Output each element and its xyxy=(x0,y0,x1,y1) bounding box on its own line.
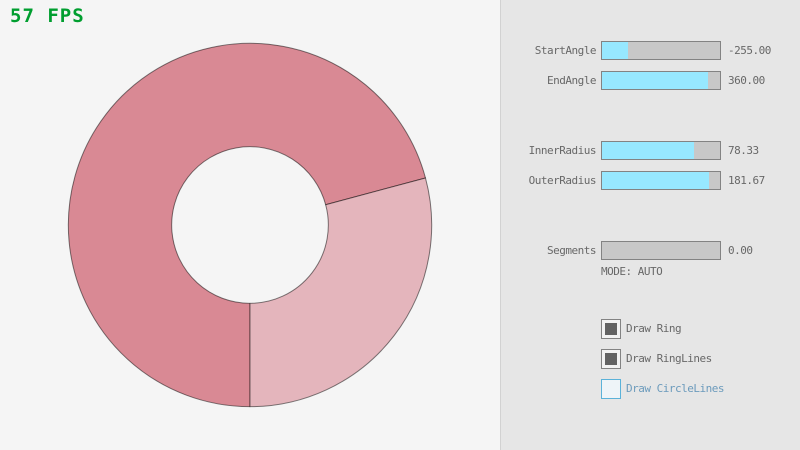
ring-segment-double-pass xyxy=(67,42,427,408)
segments-value: 0.00 xyxy=(728,244,753,257)
draw-ringlines-checkmark xyxy=(605,353,617,365)
controls-panel: StartAngle -255.00 EndAngle 360.00 Inner… xyxy=(500,0,800,450)
outerradius-slider-fill xyxy=(602,172,710,189)
slider-row-endangle: EndAngle 360.00 xyxy=(501,71,800,90)
segments-slider[interactable] xyxy=(601,241,721,260)
startangle-slider-fill xyxy=(602,42,628,59)
ring-segment-single-pass xyxy=(249,177,433,408)
startangle-slider[interactable] xyxy=(601,41,721,60)
slider-row-innerradius: InnerRadius 78.33 xyxy=(501,141,800,160)
checkbox-row-draw-ring: Draw Ring xyxy=(501,319,800,339)
startangle-label: StartAngle xyxy=(534,44,597,57)
outerradius-label: OuterRadius xyxy=(528,174,597,187)
draw-ring-checkbox[interactable] xyxy=(601,319,621,339)
draw-ring-label: Draw Ring xyxy=(626,322,682,335)
innerradius-slider-fill xyxy=(602,142,695,159)
segments-label: Segments xyxy=(547,244,596,257)
ring-chart xyxy=(67,42,433,408)
innerradius-slider[interactable] xyxy=(601,141,721,160)
draw-ring-checkmark xyxy=(605,323,617,335)
draw-ringlines-checkbox[interactable] xyxy=(601,349,621,369)
innerradius-label: InnerRadius xyxy=(528,144,597,157)
endangle-value: 360.00 xyxy=(728,74,765,87)
slider-row-startangle: StartAngle -255.00 xyxy=(501,41,800,60)
slider-row-outerradius: OuterRadius 181.67 xyxy=(501,171,800,190)
outerradius-slider[interactable] xyxy=(601,171,721,190)
slider-row-segments: Segments 0.00 xyxy=(501,241,800,260)
endangle-slider-fill xyxy=(602,72,709,89)
draw-ringlines-label: Draw RingLines xyxy=(626,352,712,365)
draw-circlelines-checkbox[interactable] xyxy=(601,379,621,399)
draw-circlelines-label: Draw CircleLines xyxy=(626,382,724,395)
mode-label: MODE: AUTO xyxy=(601,265,663,278)
fps-counter: 57 FPS xyxy=(10,5,85,27)
checkbox-row-draw-ringlines: Draw RingLines xyxy=(501,349,800,369)
startangle-value: -255.00 xyxy=(728,44,771,57)
innerradius-value: 78.33 xyxy=(728,144,759,157)
endangle-label: EndAngle xyxy=(547,74,596,87)
endangle-slider[interactable] xyxy=(601,71,721,90)
outerradius-value: 181.67 xyxy=(728,174,765,187)
checkbox-row-draw-circlelines: Draw CircleLines xyxy=(501,379,800,399)
